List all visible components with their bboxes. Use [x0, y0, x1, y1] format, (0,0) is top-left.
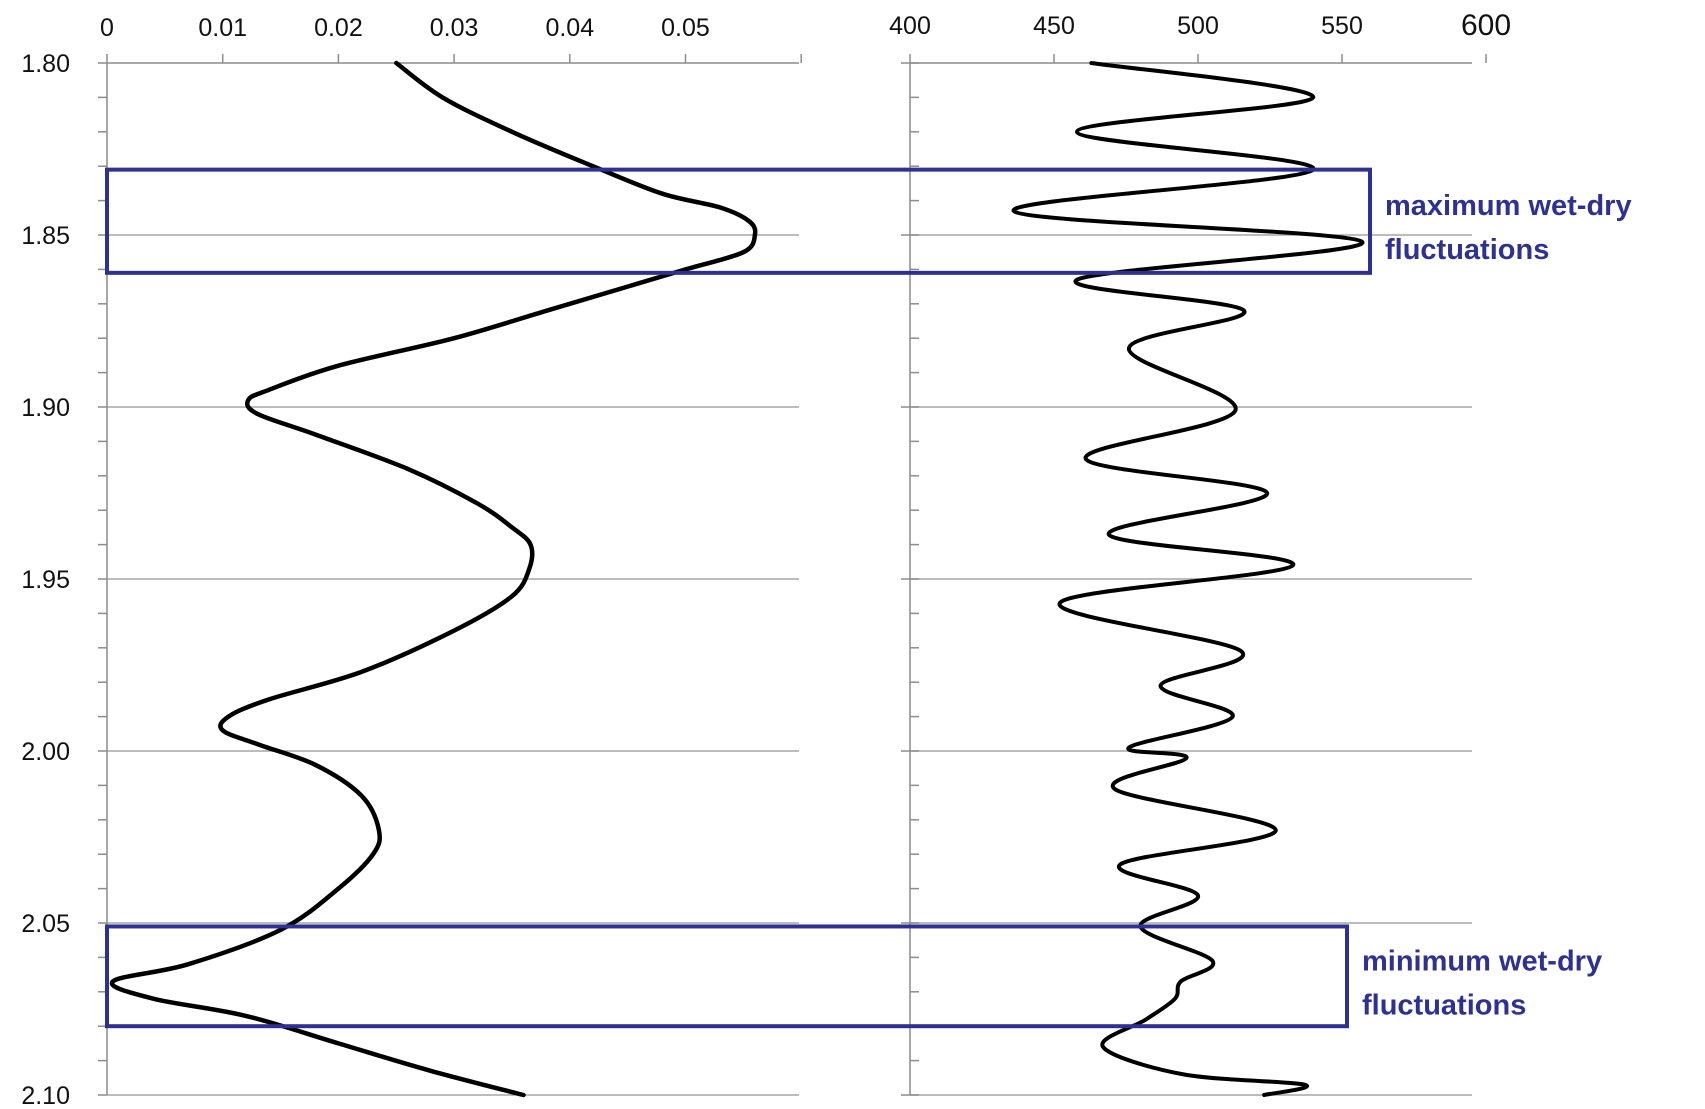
y-tick-label: 2.00: [21, 738, 70, 766]
annotation-label-line2: fluctuations: [1385, 234, 1549, 266]
annotation-box: [107, 170, 1370, 273]
right-x-axis-tick-labels: 400 450 500 550 600: [889, 9, 1511, 42]
right-x-tick-label: 550: [1321, 12, 1363, 40]
right-x-tick-label: 400: [889, 12, 931, 40]
annotation-label-line2: fluctuations: [1362, 989, 1526, 1021]
right-x-tick-label: 600: [1461, 9, 1511, 42]
axes: [98, 54, 1486, 1095]
left-x-tick-label: 0: [100, 14, 114, 42]
annotation-label-line1: minimum wet-dry: [1362, 945, 1602, 977]
y-tick-label: 1.85: [21, 222, 70, 250]
y-tick-label: 1.80: [21, 50, 70, 78]
left-x-axis-tick-labels: 0 0.01 0.02 0.03 0.04 0.05: [100, 14, 710, 42]
left-x-tick-label: 0.04: [545, 14, 594, 42]
right-x-tick-label: 450: [1033, 12, 1075, 40]
annotations: maximum wet-dry fluctuations minimum wet-d…: [107, 170, 1632, 1027]
y-tick-label: 2.10: [21, 1082, 70, 1109]
y-tick-label: 1.90: [21, 394, 70, 422]
annotation-label-line1: maximum wet-dry: [1385, 190, 1632, 222]
y-tick-label: 1.95: [21, 566, 70, 594]
left-x-tick-label: 0.01: [198, 14, 247, 42]
left-x-tick-label: 0.05: [661, 14, 710, 42]
left-x-tick-label: 0.02: [314, 14, 363, 42]
left-panel-gridlines: [107, 235, 799, 1095]
right-x-tick-label: 500: [1177, 12, 1219, 40]
left-x-tick-label: 0.03: [430, 14, 479, 42]
y-axis-tick-labels: 1.80 1.85 1.90 1.95 2.00 2.05 2.10: [21, 50, 70, 1109]
y-tick-label: 2.05: [21, 910, 70, 938]
